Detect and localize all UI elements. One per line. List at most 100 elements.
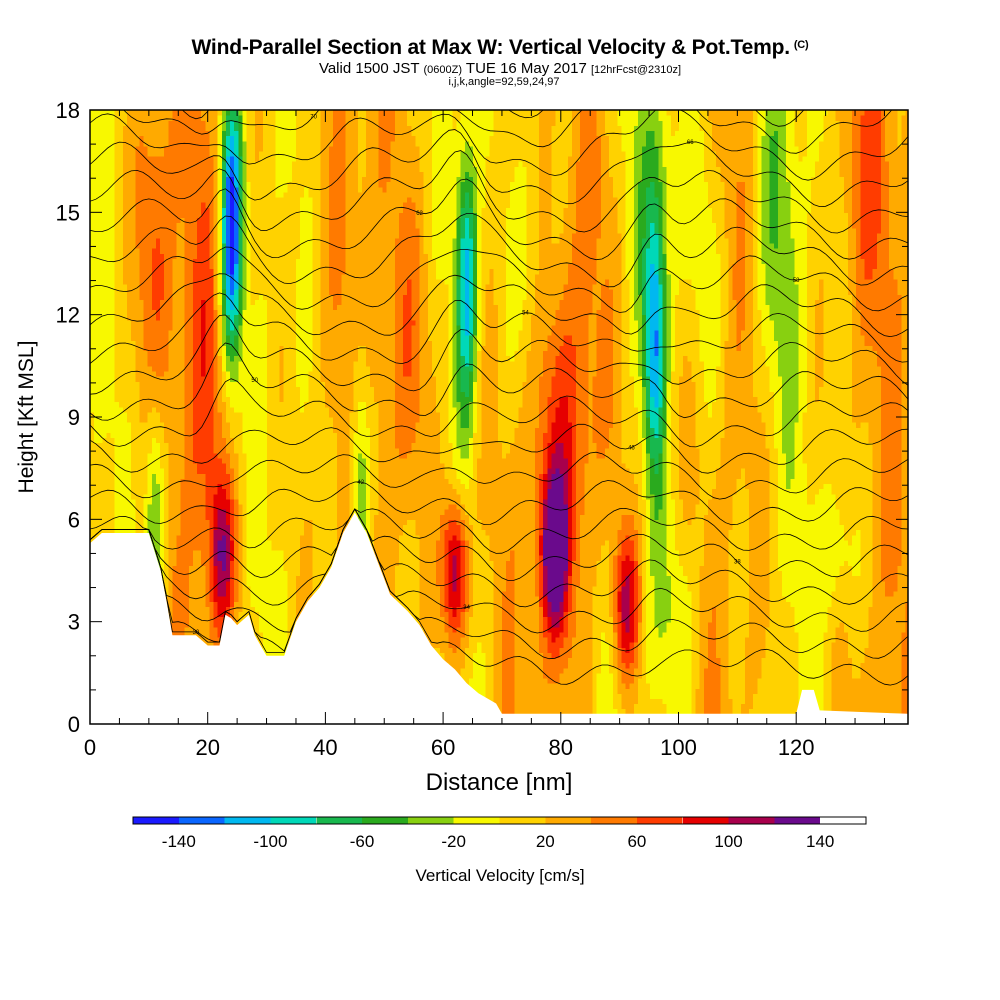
field-cell xyxy=(115,151,120,157)
field-cell xyxy=(98,402,103,408)
field-cell xyxy=(139,243,144,249)
field-cell xyxy=(139,223,144,229)
field-cell xyxy=(119,519,124,525)
field-cell xyxy=(135,253,140,259)
field-cell xyxy=(127,274,132,280)
field-cell xyxy=(115,238,120,244)
field-cell xyxy=(94,304,99,310)
field-cell xyxy=(127,269,132,275)
field-cell xyxy=(131,335,136,341)
field-cell xyxy=(135,289,140,295)
field-cell xyxy=(123,258,128,264)
field-cell xyxy=(131,376,136,382)
field-cell xyxy=(119,356,124,362)
field-cell xyxy=(107,453,112,459)
field-cell xyxy=(111,161,116,167)
field-cell xyxy=(127,412,132,418)
field-cell xyxy=(139,519,144,525)
field-cell xyxy=(127,366,132,372)
field-cell xyxy=(119,248,124,254)
field-cell xyxy=(102,264,107,270)
field-cell xyxy=(94,141,99,147)
field-cell xyxy=(94,468,99,474)
field-cell xyxy=(115,125,120,131)
field-cell xyxy=(94,499,99,505)
field-cell xyxy=(131,279,136,285)
field-cell xyxy=(94,136,99,142)
field-cell xyxy=(119,499,124,505)
field-cell xyxy=(107,335,112,341)
field-cell xyxy=(139,228,144,234)
field-cell xyxy=(139,269,144,275)
field-cell xyxy=(94,125,99,131)
field-cell xyxy=(98,484,103,490)
field-cell xyxy=(135,279,140,285)
field-cell xyxy=(102,166,107,172)
field-cell xyxy=(123,422,128,428)
field-cell xyxy=(131,391,136,397)
field-cell xyxy=(102,223,107,229)
field-cell xyxy=(102,294,107,300)
field-cell xyxy=(107,407,112,413)
field-cell xyxy=(127,120,132,126)
field-cell xyxy=(131,177,136,183)
field-cell xyxy=(119,223,124,229)
field-cell xyxy=(102,233,107,239)
field-cell xyxy=(102,356,107,362)
field-cell xyxy=(107,473,112,479)
field-cell xyxy=(119,366,124,372)
field-cell xyxy=(123,233,128,239)
field-cell xyxy=(111,509,116,515)
field-cell xyxy=(127,427,132,433)
field-cell xyxy=(115,484,120,490)
field-cell xyxy=(123,438,128,444)
field-cell xyxy=(102,115,107,121)
field-cell xyxy=(98,146,103,152)
field-cell xyxy=(111,197,116,203)
field-cell xyxy=(131,356,136,362)
field-cell xyxy=(98,284,103,290)
field-cell xyxy=(139,412,144,418)
field-cell xyxy=(102,248,107,254)
field-cell xyxy=(102,340,107,346)
field-cell xyxy=(102,156,107,162)
field-cell xyxy=(115,351,120,357)
field-cell xyxy=(111,207,116,213)
field-cell xyxy=(94,146,99,152)
field-cell xyxy=(111,212,116,218)
field-cell xyxy=(94,407,99,413)
field-cell xyxy=(119,335,124,341)
field-cell xyxy=(98,253,103,259)
field-cell xyxy=(98,294,103,300)
field-cell xyxy=(98,504,103,510)
field-cell xyxy=(123,217,128,223)
field-cell xyxy=(98,248,103,254)
field-cell xyxy=(115,166,120,172)
field-cell xyxy=(131,407,136,413)
field-cell xyxy=(139,182,144,188)
field-cell xyxy=(139,212,144,218)
field-cell xyxy=(94,289,99,295)
field-cell xyxy=(111,356,116,362)
field-cell xyxy=(94,453,99,459)
field-cell xyxy=(102,320,107,326)
field-cell xyxy=(131,432,136,438)
field-cell xyxy=(94,243,99,249)
field-cell xyxy=(135,192,140,198)
field-cell xyxy=(115,294,120,300)
field-cell xyxy=(123,294,128,300)
field-cell xyxy=(107,125,112,131)
field-cell xyxy=(111,294,116,300)
field-cell xyxy=(115,207,120,213)
field-cell xyxy=(107,217,112,223)
field-cell xyxy=(98,136,103,142)
field-cell xyxy=(139,284,144,290)
field-cell xyxy=(135,284,140,290)
field-cell xyxy=(131,366,136,372)
field-cell xyxy=(94,212,99,218)
field-cell xyxy=(131,473,136,479)
field-cell xyxy=(139,304,144,310)
field-cell xyxy=(131,294,136,300)
field-cell xyxy=(135,315,140,321)
field-cell xyxy=(119,320,124,326)
